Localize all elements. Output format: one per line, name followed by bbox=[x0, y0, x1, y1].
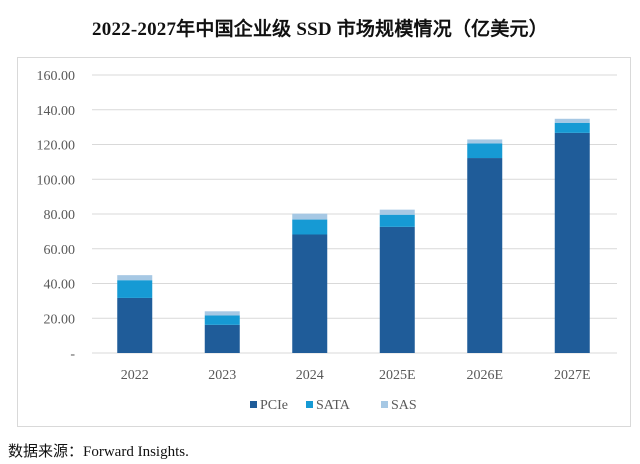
legend: PCIe SATA SAS bbox=[250, 398, 417, 413]
bar-pcie-2022 bbox=[117, 297, 153, 353]
bars bbox=[117, 118, 590, 353]
bar-pcie-2024 bbox=[292, 234, 328, 353]
gridlines bbox=[92, 74, 617, 354]
x-axis-categories: 2022 2023 2024 2025E 2026E 2027E bbox=[121, 368, 591, 383]
x-category-label: 2026E bbox=[466, 368, 503, 383]
x-category-label: 2024 bbox=[296, 368, 324, 383]
y-tick-label: 80.00 bbox=[44, 208, 76, 223]
bar-sas-2024 bbox=[292, 213, 328, 220]
x-category-label: 2022 bbox=[121, 368, 149, 383]
bar-sas-2025E bbox=[379, 209, 415, 215]
bar-pcie-2023 bbox=[204, 324, 240, 353]
data-source-note: 数据来源：Forward Insights. bbox=[8, 444, 189, 460]
x-category-label: 2027E bbox=[554, 368, 591, 383]
x-category-label: 2023 bbox=[208, 368, 236, 383]
bar-sas-2023 bbox=[204, 311, 240, 316]
bar-sas-2022 bbox=[117, 275, 153, 281]
bar-sata-2026E bbox=[467, 143, 503, 159]
legend-swatch-sas bbox=[381, 401, 388, 408]
legend-label-sas: SAS bbox=[391, 398, 417, 413]
chart-title: 2022-2027年中国企业级 SSD 市场规模情况（亿美元） bbox=[92, 19, 548, 40]
x-category-label: 2025E bbox=[379, 368, 416, 383]
y-tick-label: 100.00 bbox=[37, 173, 76, 188]
y-tick-label: 140.00 bbox=[37, 104, 76, 119]
y-tick-label: - bbox=[70, 347, 75, 362]
y-tick-label: 20.00 bbox=[44, 312, 76, 327]
chart-frame bbox=[17, 57, 631, 427]
bar-pcie-2027E bbox=[554, 132, 590, 353]
bar-sata-2027E bbox=[554, 122, 590, 133]
bar-sas-2026E bbox=[467, 139, 503, 144]
legend-label-sata: SATA bbox=[316, 398, 351, 413]
y-tick-label: 60.00 bbox=[44, 243, 76, 258]
bar-sas-2027E bbox=[554, 118, 590, 123]
y-tick-label: 160.00 bbox=[37, 69, 76, 84]
bar-pcie-2026E bbox=[467, 158, 503, 353]
y-axis-ticks: - 20.00 40.00 60.00 80.00 100.00 120.00 140.00 1… bbox=[37, 69, 76, 362]
bar-pcie-2025E bbox=[379, 226, 415, 353]
bar-sata-2024 bbox=[292, 219, 328, 235]
bar-sata-2022 bbox=[117, 280, 153, 298]
legend-swatch-pcie bbox=[250, 401, 257, 408]
legend-label-pcie: PCIe bbox=[260, 398, 288, 413]
y-tick-label: 40.00 bbox=[44, 278, 76, 293]
legend-swatch-sata bbox=[306, 401, 313, 408]
bar-sata-2025E bbox=[379, 214, 415, 227]
bar-sata-2023 bbox=[204, 315, 240, 325]
y-tick-label: 120.00 bbox=[37, 139, 76, 154]
